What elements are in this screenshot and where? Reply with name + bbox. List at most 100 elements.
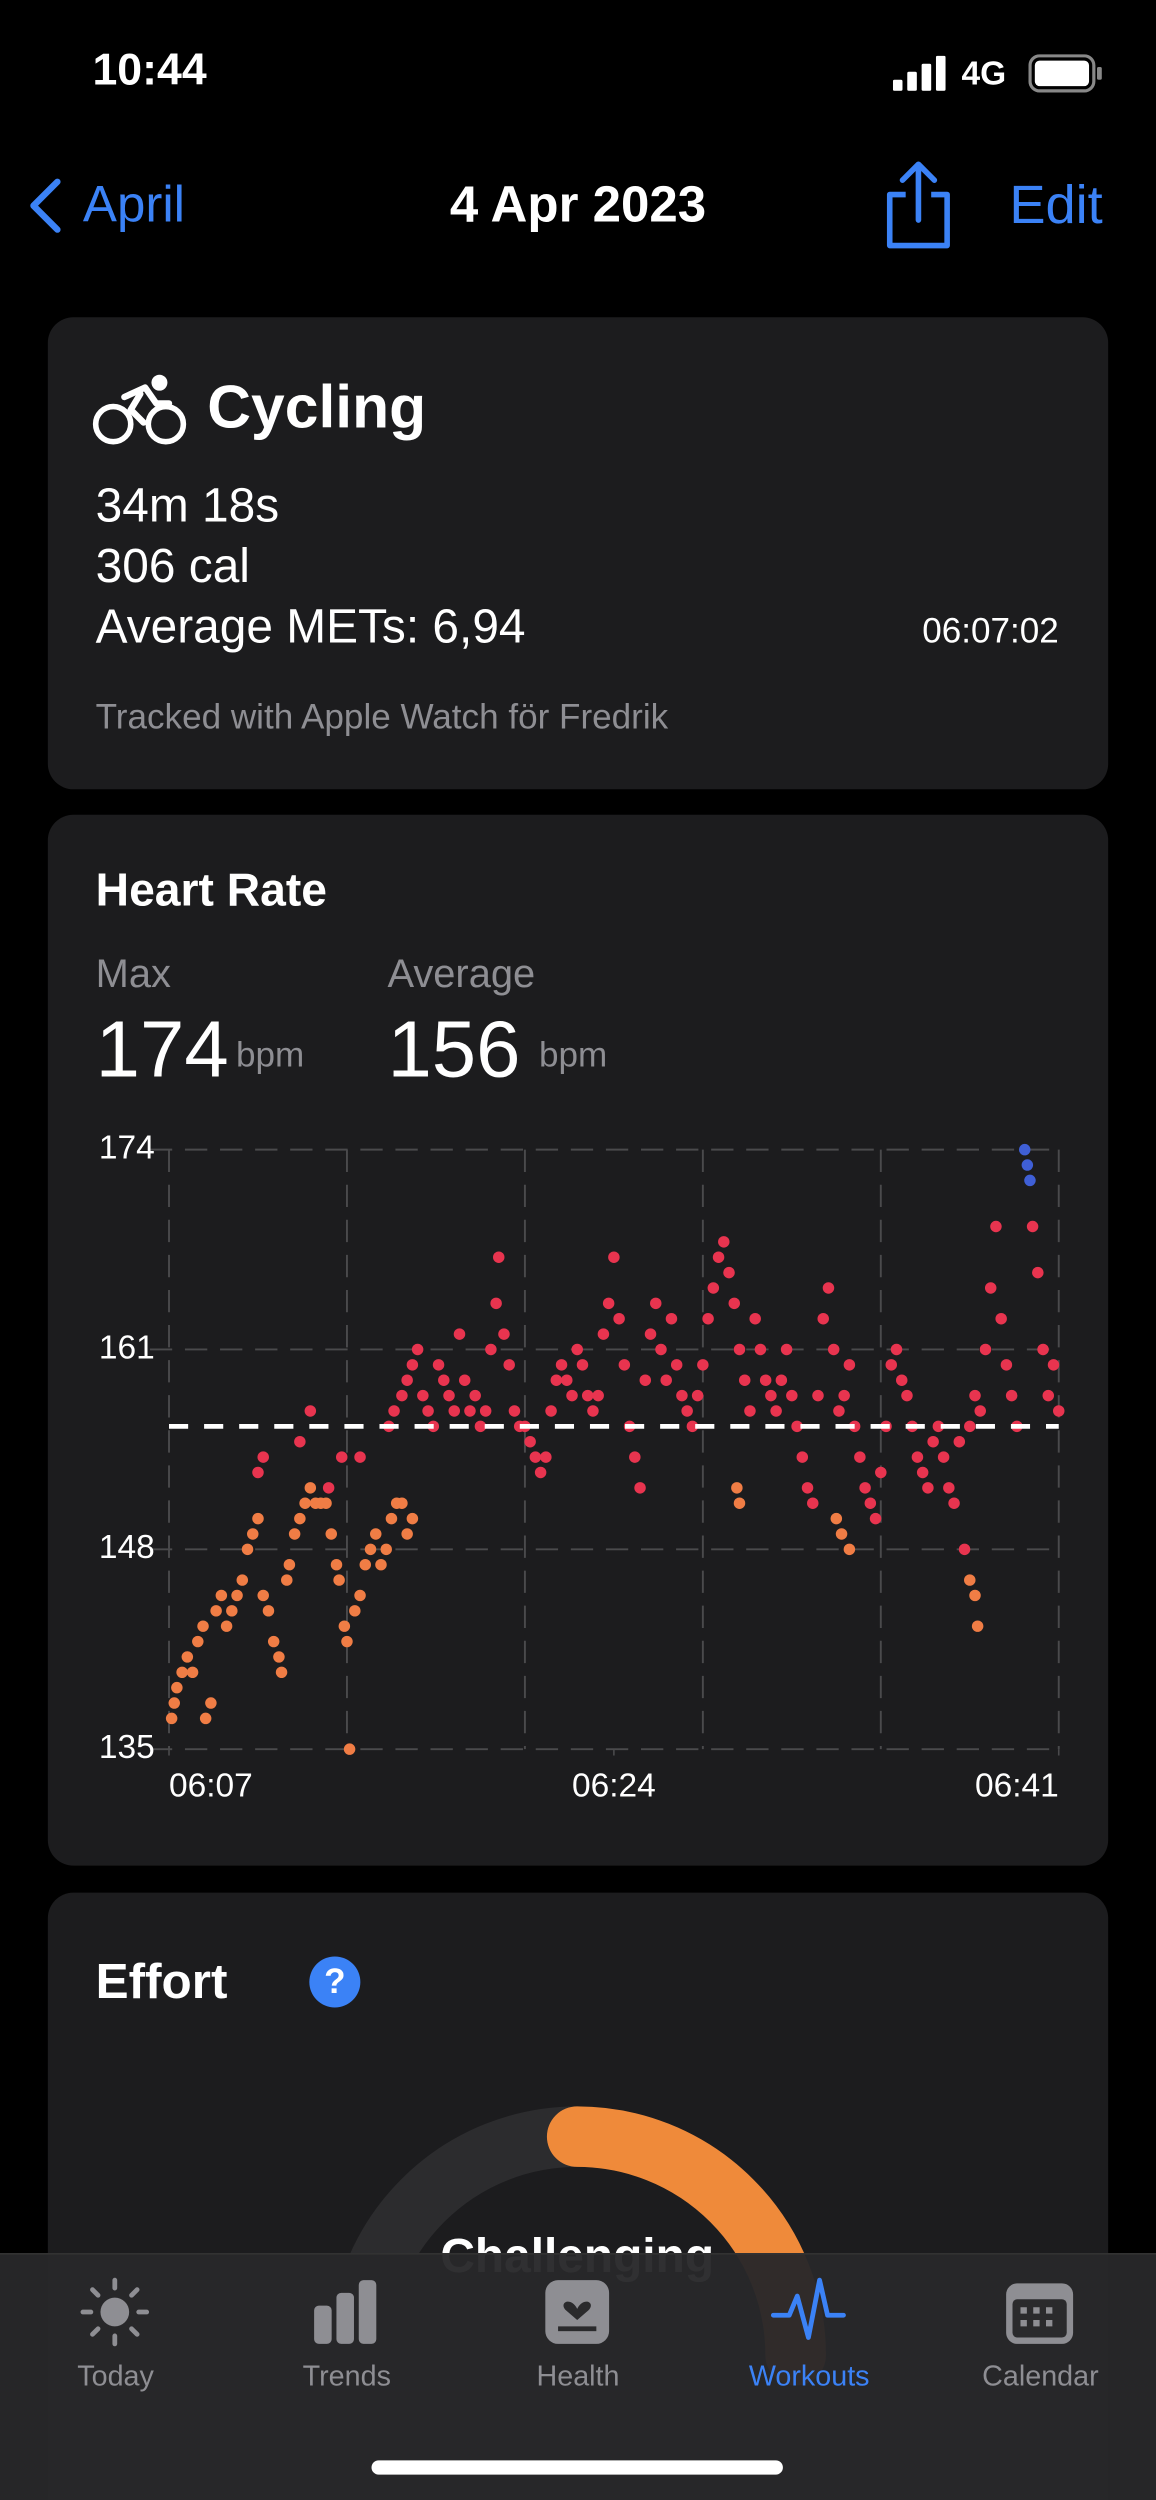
heart-rate-point — [835, 1528, 848, 1540]
heart-rate-point — [1032, 1266, 1044, 1279]
heart-rate-point — [738, 1374, 751, 1386]
heart-rate-point — [406, 1359, 419, 1371]
heart-rate-point — [320, 1497, 332, 1509]
heart-rate-point — [990, 1220, 1002, 1233]
heart-rate-point — [448, 1405, 460, 1417]
heart-rate-point — [349, 1605, 361, 1617]
heart-rate-point — [1026, 1220, 1039, 1233]
heart-rate-point — [503, 1359, 515, 1371]
heart-rate-point — [275, 1666, 288, 1679]
tab-item[interactable]: Health — [462, 2255, 693, 2430]
heart-rate-point — [796, 1451, 809, 1463]
tab-icon — [770, 2277, 846, 2340]
heart-rate-point — [812, 1389, 824, 1402]
heart-rate-point — [226, 1605, 238, 1617]
heart-rate-point — [754, 1343, 767, 1356]
heart-rate-point — [634, 1482, 646, 1494]
heart-rate-point — [1042, 1389, 1055, 1402]
x-tick-label: 06:07 — [169, 1767, 253, 1804]
tab-item[interactable]: Today — [0, 2255, 231, 2430]
cycling-icon — [92, 374, 187, 445]
heart-rate-point — [299, 1497, 311, 1509]
heart-rate-point — [827, 1343, 840, 1356]
heart-rate-point — [171, 1681, 183, 1694]
heart-rate-point — [759, 1374, 772, 1386]
heart-rate-point — [469, 1389, 481, 1402]
heart-rate-point — [969, 1589, 981, 1602]
tab-label: Trends — [302, 2359, 391, 2392]
chart-title: Heart Rate — [95, 865, 327, 917]
mets: Average METs: 6,94 — [95, 601, 526, 654]
heart-rate-point — [686, 1420, 699, 1433]
tab-item[interactable]: Workouts — [694, 2255, 925, 2430]
heart-rate-point — [864, 1497, 877, 1509]
heart-rate-point — [984, 1282, 997, 1294]
heart-rate-point — [281, 1574, 293, 1586]
edit-button[interactable]: Edit — [1009, 175, 1103, 236]
max-value: 174 — [95, 1004, 229, 1094]
heart-rate-point — [875, 1466, 887, 1479]
tab-item[interactable]: Calendar — [925, 2255, 1156, 2430]
heart-rate-point — [401, 1374, 413, 1386]
heart-rate-point — [252, 1512, 264, 1525]
share-button[interactable] — [880, 159, 957, 251]
heart-rate-point — [273, 1651, 285, 1663]
heart-rate-point — [895, 1374, 908, 1386]
heart-rate-point — [401, 1528, 413, 1540]
heart-rate-point — [375, 1558, 387, 1571]
heart-rate-point — [644, 1328, 657, 1340]
y-tick-label: 161 — [99, 1329, 155, 1366]
tab-item[interactable]: Trends — [231, 2255, 462, 2430]
max-unit: bpm — [235, 1034, 305, 1075]
heart-rate-point — [629, 1451, 641, 1463]
heart-rate-point — [474, 1420, 487, 1433]
heart-rate-point — [964, 1420, 976, 1433]
heart-rate-point — [288, 1528, 301, 1540]
heart-rate-point — [971, 1620, 984, 1632]
heart-rate-point — [587, 1405, 599, 1417]
heart-rate-point — [744, 1405, 756, 1417]
heart-rate-point — [283, 1558, 296, 1571]
tab-label: Calendar — [982, 2359, 1099, 2392]
max-label: Max — [95, 951, 171, 997]
heart-rate-point — [843, 1359, 856, 1371]
heart-rate-point — [958, 1543, 971, 1556]
tab-icon — [545, 2280, 610, 2344]
back-button[interactable]: April — [26, 172, 185, 235]
heart-rate-point — [702, 1312, 714, 1325]
heart-rate-point — [359, 1558, 372, 1571]
heart-rate-point — [749, 1312, 761, 1325]
heart-rate-point — [974, 1405, 986, 1417]
heart-rate-point — [890, 1343, 903, 1356]
battery-icon — [1028, 54, 1102, 93]
help-button[interactable]: ? — [309, 1956, 361, 2008]
heart-rate-point — [943, 1482, 955, 1494]
heart-rate-point — [257, 1589, 269, 1602]
heart-rate-point — [650, 1297, 662, 1310]
heart-rate-point — [854, 1451, 866, 1463]
heart-rate-point — [529, 1451, 542, 1463]
heart-rate-point — [953, 1435, 966, 1448]
home-indicator — [371, 2460, 783, 2475]
heart-rate-point — [670, 1359, 683, 1371]
heart-rate-point — [979, 1343, 992, 1356]
status-time: 10:44 — [92, 44, 207, 95]
heart-rate-point — [592, 1389, 604, 1402]
back-chevron — [30, 177, 61, 233]
heart-rate-point — [765, 1389, 777, 1402]
heart-rate-point — [969, 1389, 981, 1402]
heart-rate-point — [490, 1297, 502, 1310]
y-tick-label: 174 — [99, 1129, 155, 1166]
heart-rate-point — [691, 1389, 704, 1402]
heart-rate-point — [597, 1328, 610, 1340]
energy: 306 cal — [95, 540, 250, 594]
heart-rate-point — [608, 1251, 620, 1263]
y-tick-label: 148 — [99, 1529, 155, 1566]
heart-rate-point — [838, 1389, 850, 1402]
heart-rate-point — [443, 1389, 455, 1402]
tab-label: Health — [536, 2359, 620, 2392]
heart-rate-point — [1021, 1159, 1034, 1171]
heart-rate-point — [294, 1435, 306, 1448]
heart-rate-point — [335, 1451, 348, 1463]
